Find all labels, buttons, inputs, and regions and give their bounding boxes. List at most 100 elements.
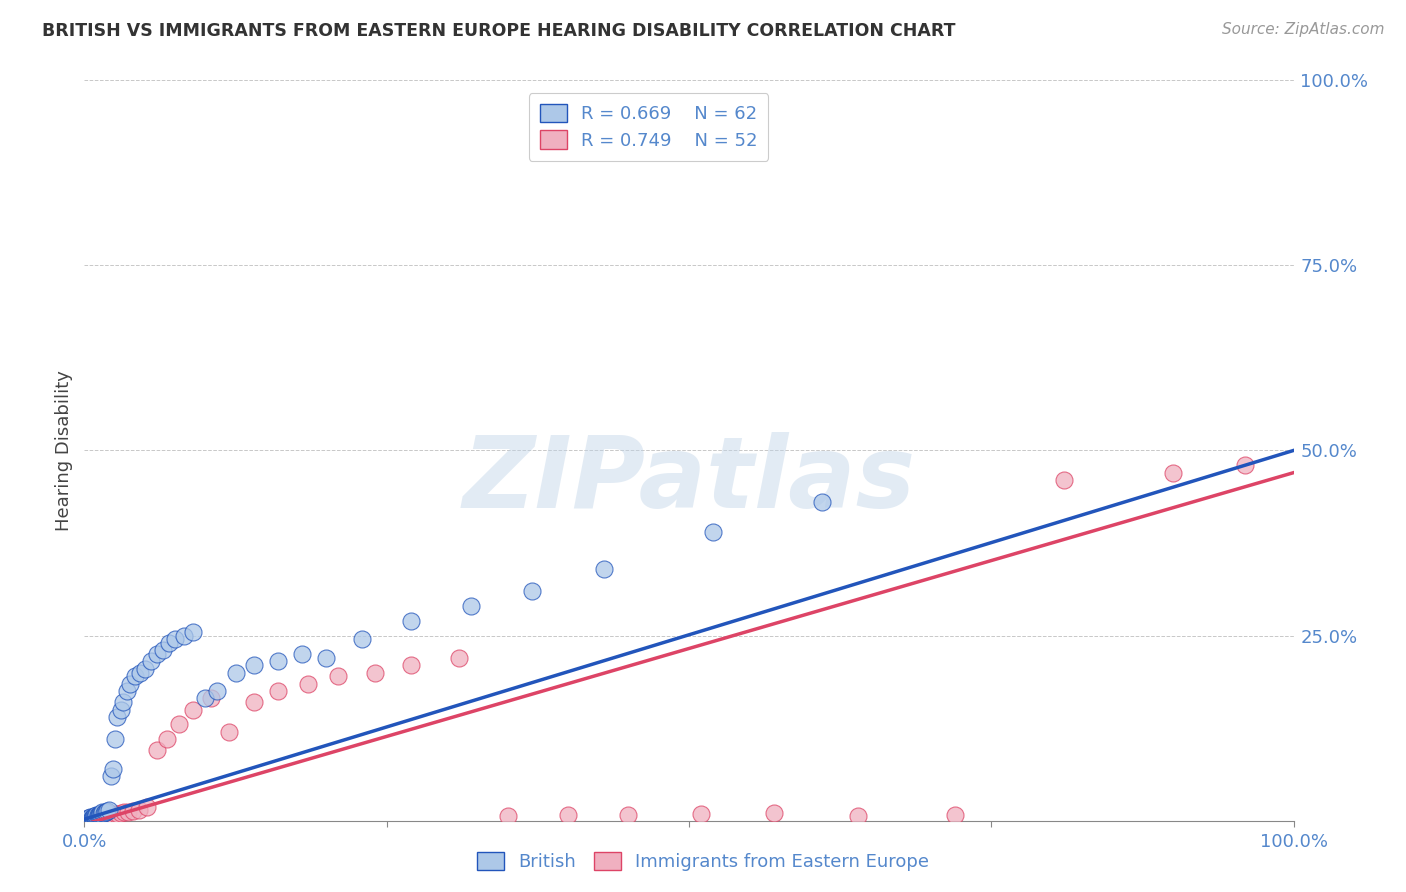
Point bbox=[96, 809, 118, 823]
Point bbox=[291, 647, 314, 661]
Point bbox=[110, 703, 132, 717]
Text: ZIPatlas: ZIPatlas bbox=[463, 432, 915, 529]
Point bbox=[1053, 473, 1076, 487]
Point bbox=[134, 662, 156, 676]
Point bbox=[155, 732, 177, 747]
Point bbox=[94, 809, 117, 823]
Point bbox=[77, 812, 100, 826]
Point bbox=[79, 810, 101, 824]
Point bbox=[128, 803, 150, 817]
Point bbox=[112, 805, 135, 820]
Point bbox=[194, 691, 217, 706]
Point bbox=[104, 732, 127, 747]
Point bbox=[79, 812, 101, 826]
Point bbox=[315, 650, 337, 665]
Point bbox=[86, 809, 108, 823]
Point bbox=[218, 724, 240, 739]
Point bbox=[363, 665, 385, 680]
Point bbox=[181, 703, 204, 717]
Point bbox=[181, 624, 204, 639]
Point bbox=[89, 807, 111, 822]
Point bbox=[173, 628, 195, 642]
Point bbox=[117, 805, 139, 819]
Point bbox=[297, 676, 319, 690]
Point bbox=[139, 655, 162, 669]
Point bbox=[129, 665, 152, 680]
Point bbox=[267, 655, 290, 669]
Point bbox=[557, 808, 579, 822]
Point bbox=[242, 658, 264, 673]
Y-axis label: Hearing Disability: Hearing Disability bbox=[55, 370, 73, 531]
Point bbox=[80, 812, 103, 826]
Point bbox=[91, 810, 114, 824]
Point bbox=[702, 524, 724, 539]
Point bbox=[496, 809, 519, 823]
Point bbox=[120, 676, 142, 690]
Point bbox=[91, 806, 114, 821]
Point bbox=[83, 811, 105, 825]
Point bbox=[93, 806, 115, 821]
Point bbox=[87, 808, 110, 822]
Point bbox=[165, 632, 187, 647]
Point bbox=[242, 695, 264, 709]
Point bbox=[82, 812, 104, 826]
Point bbox=[112, 695, 135, 709]
Point bbox=[76, 812, 98, 826]
Point bbox=[157, 636, 180, 650]
Point bbox=[1161, 466, 1184, 480]
Point bbox=[593, 562, 616, 576]
Point bbox=[399, 614, 422, 628]
Point bbox=[90, 807, 112, 822]
Point bbox=[100, 807, 122, 822]
Point bbox=[86, 811, 108, 825]
Point bbox=[94, 805, 117, 819]
Point bbox=[100, 769, 122, 783]
Point bbox=[943, 808, 966, 822]
Point bbox=[1234, 458, 1257, 473]
Point bbox=[77, 812, 100, 826]
Point bbox=[89, 807, 111, 822]
Point bbox=[328, 669, 350, 683]
Point bbox=[460, 599, 482, 613]
Point bbox=[94, 808, 117, 822]
Point bbox=[352, 632, 374, 647]
Point bbox=[103, 807, 125, 822]
Point bbox=[84, 809, 107, 823]
Point bbox=[225, 665, 247, 680]
Point bbox=[77, 812, 100, 826]
Point bbox=[104, 807, 127, 822]
Point bbox=[124, 669, 146, 683]
Point bbox=[846, 809, 869, 823]
Point bbox=[207, 684, 229, 698]
Point bbox=[136, 800, 159, 814]
Text: Source: ZipAtlas.com: Source: ZipAtlas.com bbox=[1222, 22, 1385, 37]
Point bbox=[84, 811, 107, 825]
Legend: British, Immigrants from Eastern Europe: British, Immigrants from Eastern Europe bbox=[470, 845, 936, 879]
Point bbox=[96, 804, 118, 818]
Point bbox=[146, 743, 169, 757]
Point bbox=[121, 804, 143, 818]
Point bbox=[110, 806, 132, 821]
Point bbox=[89, 810, 111, 824]
Point bbox=[82, 810, 104, 824]
Point bbox=[617, 807, 640, 822]
Point bbox=[115, 684, 138, 698]
Point bbox=[105, 710, 128, 724]
Point bbox=[107, 807, 129, 822]
Point bbox=[762, 806, 785, 821]
Point bbox=[90, 809, 112, 823]
Point bbox=[91, 805, 114, 820]
Point bbox=[83, 810, 105, 824]
Point bbox=[84, 810, 107, 824]
Point bbox=[86, 808, 108, 822]
Point bbox=[449, 650, 471, 665]
Point bbox=[83, 809, 105, 823]
Point bbox=[76, 812, 98, 826]
Point bbox=[146, 647, 169, 661]
Point bbox=[399, 658, 422, 673]
Point bbox=[167, 717, 190, 731]
Point bbox=[93, 809, 115, 823]
Point bbox=[82, 811, 104, 825]
Point bbox=[97, 808, 120, 822]
Point bbox=[520, 584, 543, 599]
